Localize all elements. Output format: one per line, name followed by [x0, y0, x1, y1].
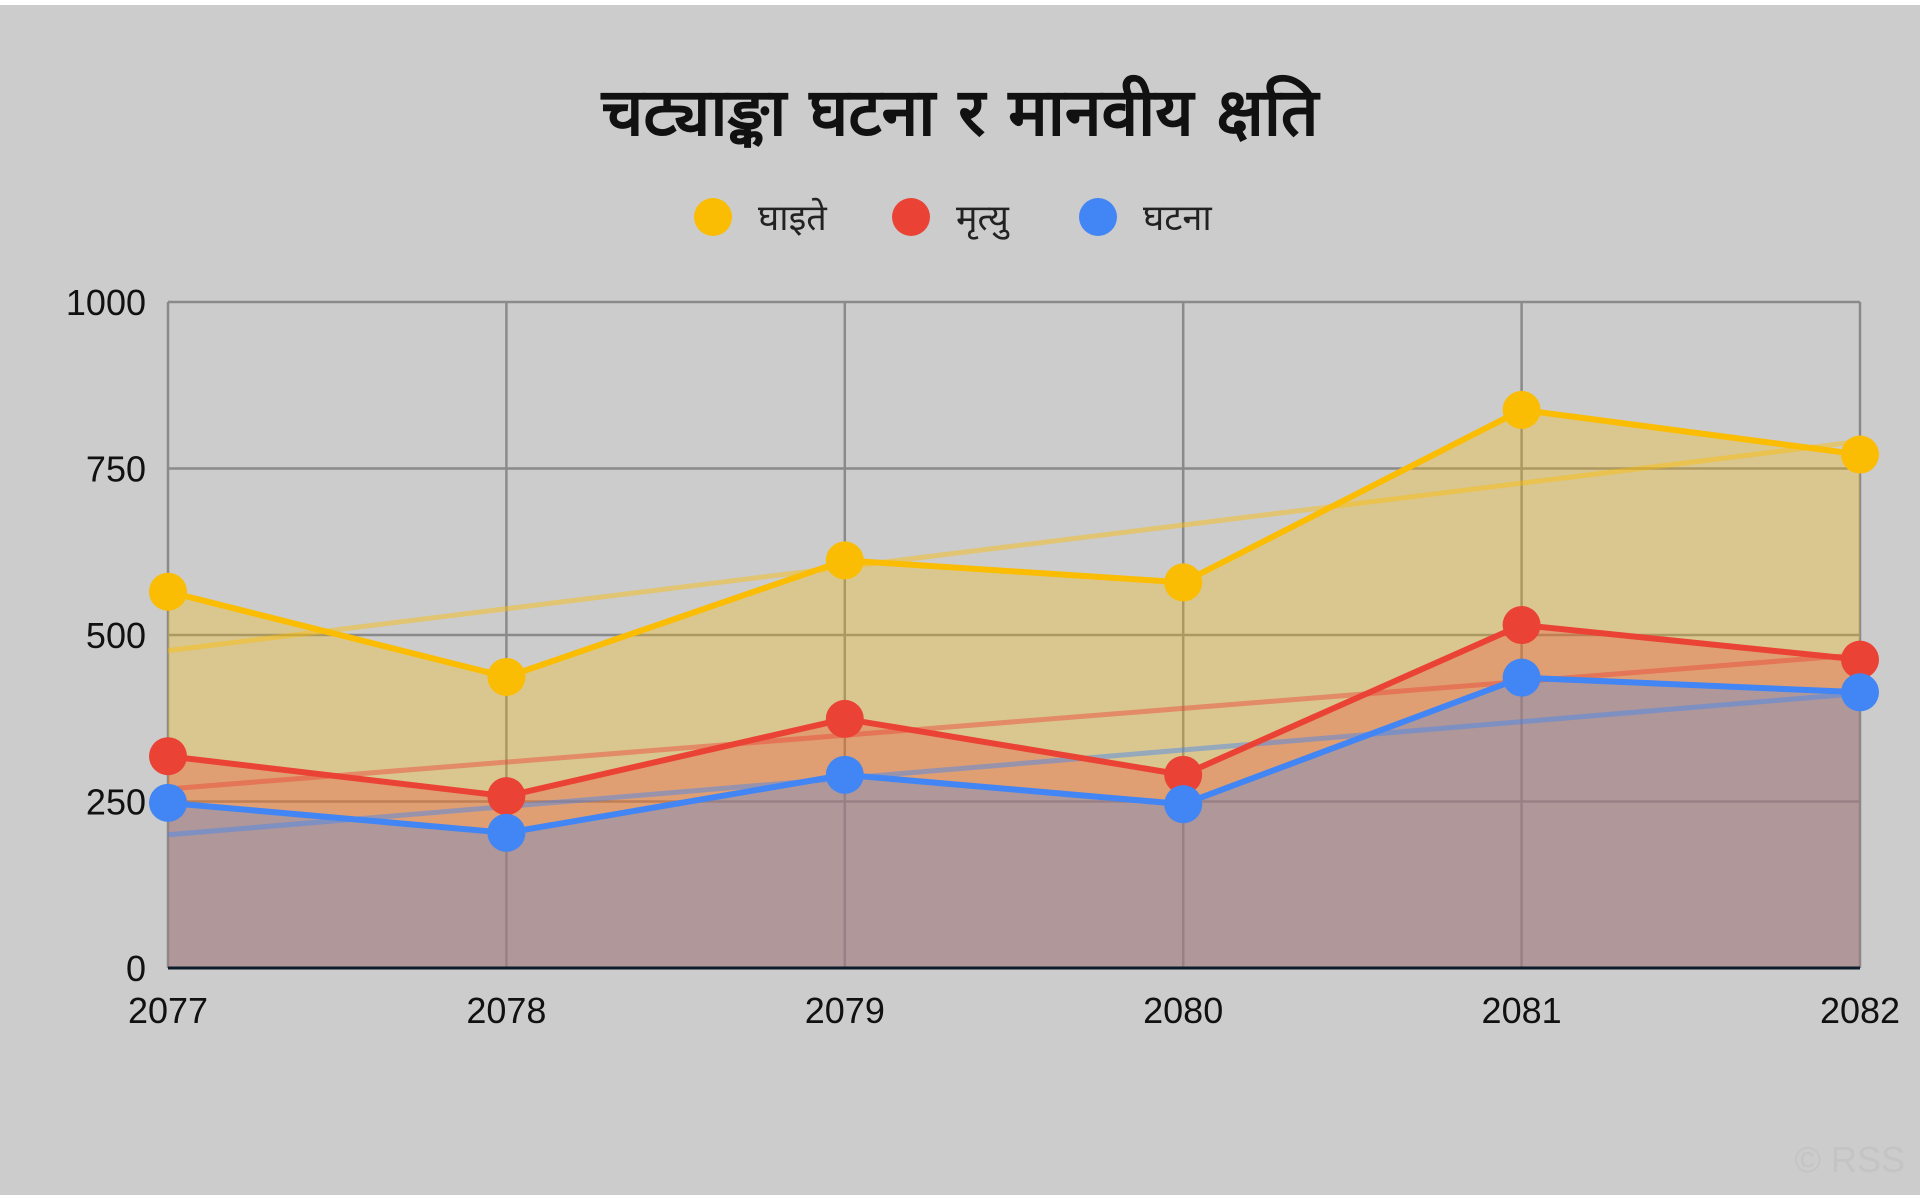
data-point	[1841, 673, 1879, 712]
x-tick-label: 2077	[128, 990, 208, 1031]
chart-title: चट्याङ्का घटना र मानवीय क्षति	[599, 74, 1320, 151]
watermark: © RSS	[1794, 1139, 1905, 1180]
data-point	[149, 737, 187, 776]
data-point	[149, 783, 187, 822]
legend-label: घाइते	[758, 197, 828, 239]
legend-label: घटना	[1143, 198, 1212, 239]
legend-label: मृत्यु	[956, 198, 1010, 240]
data-point	[825, 755, 864, 794]
area-3	[168, 677, 1860, 968]
series-points	[149, 390, 1879, 852]
chart-background	[0, 5, 1920, 1195]
legend-item: घटना	[1079, 198, 1212, 239]
legend-marker	[892, 198, 930, 236]
legend-marker	[1079, 198, 1117, 236]
series-line-1	[167, 406, 1861, 680]
legend-item: मृत्यु	[892, 198, 1010, 240]
trendline-1	[167, 438, 1861, 654]
x-tick-label: 2079	[805, 990, 885, 1031]
x-tick-label: 2080	[1143, 990, 1223, 1031]
data-point	[1502, 606, 1541, 645]
data-point	[1841, 435, 1879, 474]
y-tick-label: 0	[126, 948, 146, 989]
trendlines	[167, 438, 1861, 838]
x-tick-label: 2078	[466, 990, 546, 1031]
y-axis-ticks: 0 250 500 750 1000	[66, 282, 146, 989]
y-tick-label: 750	[86, 449, 146, 490]
data-point	[487, 657, 526, 696]
data-point	[487, 813, 526, 852]
x-tick-label: 2082	[1820, 990, 1900, 1031]
series-line-2	[167, 622, 1861, 800]
y-tick-label: 250	[86, 782, 146, 823]
data-point	[1164, 785, 1203, 824]
data-point	[149, 572, 187, 611]
area-1	[168, 409, 1860, 969]
y-tick-label: 1000	[66, 282, 146, 323]
series-lines	[167, 406, 1861, 836]
series-areas	[168, 409, 1860, 969]
y-tick-label: 500	[86, 615, 146, 656]
legend-marker	[694, 198, 732, 236]
data-point	[487, 777, 526, 816]
data-point	[825, 541, 864, 580]
data-point	[1502, 658, 1541, 697]
data-point	[825, 699, 864, 738]
data-point	[1164, 563, 1203, 602]
x-tick-label: 2081	[1482, 990, 1562, 1031]
series-line-3	[167, 674, 1861, 836]
legend: घाइते मृत्यु घटना	[694, 197, 1212, 240]
legend-item: घाइते	[694, 197, 828, 239]
data-point	[1841, 640, 1879, 679]
trendline-2	[167, 652, 1861, 792]
x-axis-ticks: 2077 2078 2079 2080 2081 2082	[128, 990, 1900, 1031]
trendline-3	[167, 690, 1861, 838]
data-point	[1164, 755, 1203, 794]
data-point	[1502, 390, 1541, 429]
